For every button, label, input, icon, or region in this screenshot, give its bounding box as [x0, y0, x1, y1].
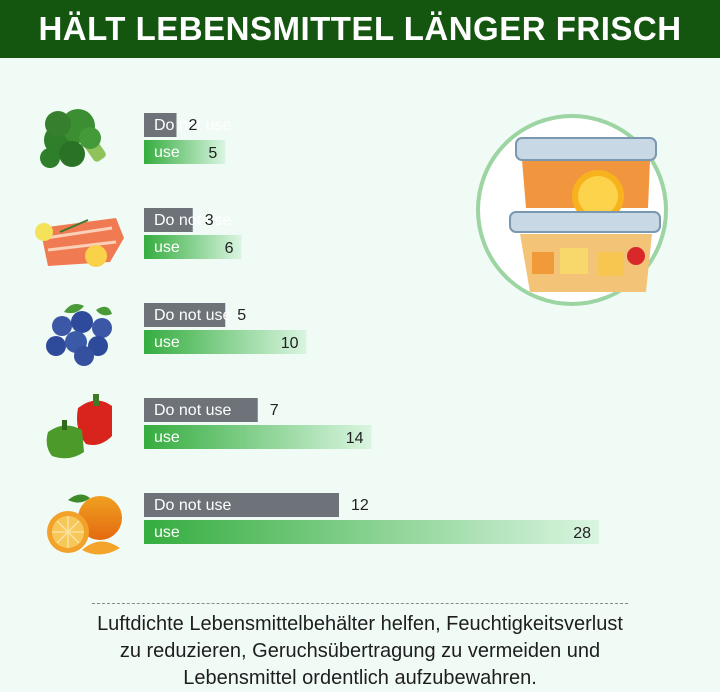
value-label-use-oranges: 28 [573, 525, 591, 542]
footer-line-3: Lebensmittel ordentlich aufzubewahren. [183, 667, 537, 689]
value-label-use-broccoli: 5 [208, 145, 217, 162]
bar-label-use-peppers: use [154, 429, 180, 446]
bar-label-do-not-use-peppers: Do not use [154, 402, 231, 419]
footer-line-2: zu reduzieren, Geruchsübertragung zu ver… [119, 640, 601, 662]
value-label-do-not-use-peppers: 7 [270, 402, 279, 419]
header-banner: HÄLT LEBENSMITTEL LÄNGER FRISCH [0, 0, 720, 58]
value-label-do-not-use-blueberries: 5 [237, 307, 246, 324]
value-label-use-peppers: 14 [346, 430, 364, 447]
bar-do-not-use-peppers [144, 398, 258, 422]
bar-label-do-not-use-oranges: Do not use [154, 497, 231, 514]
value-label-do-not-use-oranges: 12 [351, 497, 369, 514]
bar-label-use-oranges: use [154, 524, 180, 541]
page-title: HÄLT LEBENSMITTEL LÄNGER FRISCH [38, 10, 682, 47]
value-label-use-salmon: 6 [225, 240, 234, 257]
bar-use-peppers [144, 425, 372, 449]
bar-use-blueberries [144, 330, 307, 354]
bar-do-not-use-blueberries [144, 303, 226, 327]
bar-label-use-broccoli: use [154, 144, 180, 161]
bar-label-do-not-use-broccoli: Do not use [154, 117, 231, 134]
bar-use-broccoli [144, 140, 226, 164]
bar-do-not-use-oranges [144, 493, 339, 517]
peppers-icon [46, 394, 112, 459]
footer-line-1: Luftdichte Lebensmittelbehälter helfen, … [97, 613, 623, 635]
bar-label-do-not-use-salmon: Do not use [154, 212, 231, 229]
bar-label-do-not-use-blueberries: Do not use [154, 307, 231, 324]
bar-label-use-salmon: use [154, 239, 180, 256]
salmon-icon [35, 218, 124, 267]
value-label-use-blueberries: 10 [281, 335, 299, 352]
bar-use-salmon [144, 235, 242, 259]
oranges-icon [47, 494, 122, 555]
bar-do-not-use-salmon [144, 208, 193, 232]
bar-label-use-blueberries: use [154, 334, 180, 351]
bar-do-not-use-broccoli [144, 113, 177, 137]
food-container-image [476, 114, 668, 306]
divider-line [92, 603, 628, 604]
bar-use-oranges [144, 520, 599, 544]
footer-text: Luftdichte Lebensmittelbehälter helfen, … [40, 611, 680, 692]
value-label-do-not-use-salmon: 3 [205, 212, 214, 229]
broccoli-icon [40, 109, 106, 168]
value-label-do-not-use-broccoli: 2 [189, 117, 198, 134]
blueberries-icon [46, 304, 112, 366]
